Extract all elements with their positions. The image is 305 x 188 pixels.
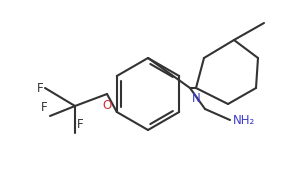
Text: F: F [36,82,43,95]
Text: N: N [192,92,200,105]
Text: F: F [77,118,84,131]
Text: F: F [41,101,48,114]
Text: NH₂: NH₂ [233,114,255,127]
Text: O: O [102,99,112,112]
